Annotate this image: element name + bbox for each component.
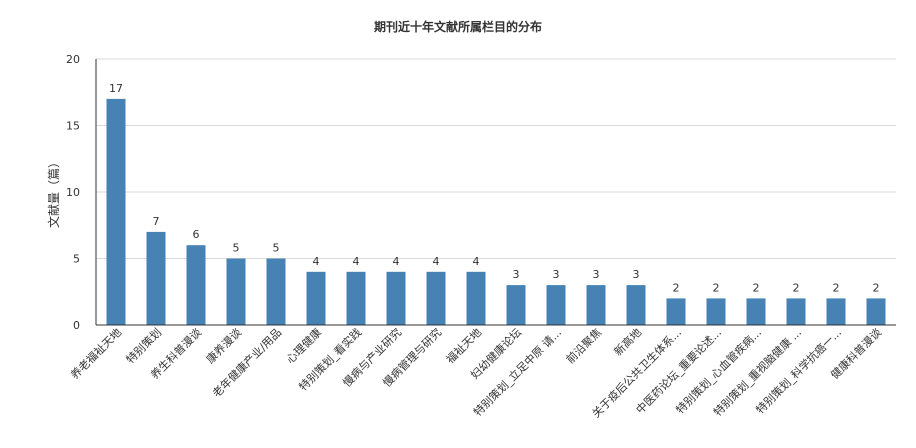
data-label: 5 [233, 242, 240, 255]
bar [426, 271, 446, 325]
y-axis-label: 文献量（篇） [46, 156, 61, 228]
x-tick-label: 心理健康 [283, 325, 324, 366]
x-tick-label: 特别策划 [123, 325, 164, 366]
chart-title: 期刊近十年文献所属栏目的分布 [373, 20, 542, 34]
data-label: 2 [713, 281, 720, 294]
data-label: 4 [473, 255, 480, 268]
bar [786, 298, 806, 325]
data-label: 3 [633, 268, 640, 281]
bar [226, 258, 246, 325]
y-tick-label: 20 [66, 53, 80, 66]
y-tick-label: 0 [73, 319, 80, 332]
y-tick-label: 5 [73, 253, 80, 266]
bar [826, 298, 846, 325]
bar [626, 285, 646, 325]
data-label: 2 [873, 281, 880, 294]
y-tick-label: 10 [66, 186, 80, 199]
x-tick-label: 养老福祉天地 [68, 325, 125, 382]
bar [546, 285, 566, 325]
bar [746, 298, 766, 325]
bar [146, 231, 166, 325]
data-label: 6 [193, 228, 200, 241]
data-label: 3 [593, 268, 600, 281]
bar [866, 298, 886, 325]
data-label: 5 [273, 242, 280, 255]
data-label: 4 [353, 255, 360, 268]
bar [306, 271, 326, 325]
bars: 17 7 6 5 5 4 4 4 4 4 3 3 3 3 2 2 2 2 2 2 [106, 82, 886, 326]
data-label: 2 [833, 281, 840, 294]
data-label: 4 [433, 255, 440, 268]
grid-lines [96, 58, 896, 259]
y-tick-label: 15 [66, 120, 80, 133]
data-label: 17 [109, 82, 123, 95]
data-label: 2 [753, 281, 760, 294]
x-tick-label: 前沿聚焦 [563, 325, 604, 366]
x-tick-label: 老年健康产业/用品 [209, 325, 284, 400]
data-label: 2 [793, 281, 800, 294]
bar [466, 271, 486, 325]
bar [666, 298, 686, 325]
data-label: 7 [153, 215, 160, 228]
data-label: 3 [513, 268, 520, 281]
bar [586, 285, 606, 325]
x-tick-label: 新高地 [611, 325, 644, 358]
bar [706, 298, 726, 325]
bar [266, 258, 286, 325]
data-label: 4 [393, 255, 400, 268]
bar [506, 285, 526, 325]
bar [346, 271, 366, 325]
x-tick-label: 康养漫谈 [203, 325, 244, 366]
data-label: 3 [553, 268, 560, 281]
data-label: 2 [673, 281, 680, 294]
bar [106, 98, 126, 326]
x-tick-label: 福祉天地 [443, 325, 484, 366]
data-label: 4 [313, 255, 320, 268]
bar [386, 271, 406, 325]
bar [186, 245, 206, 325]
